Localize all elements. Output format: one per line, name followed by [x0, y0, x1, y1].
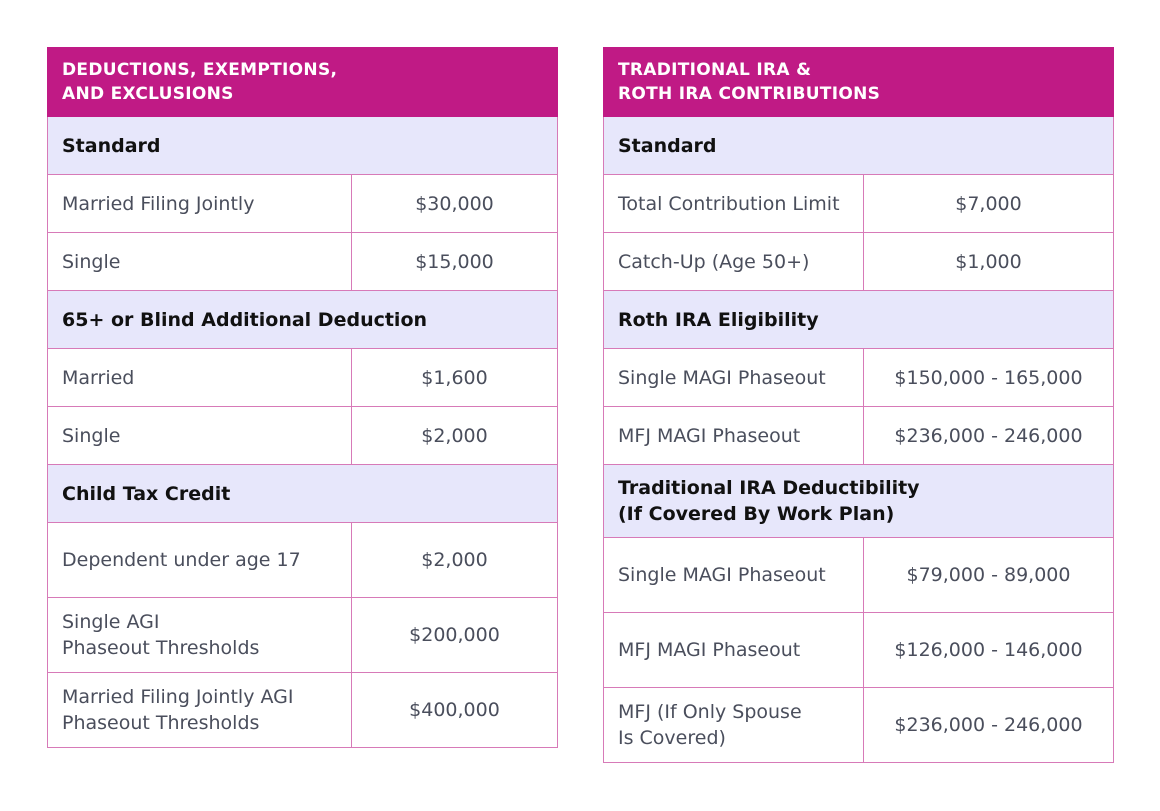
row-label: Catch-Up (Age 50+) — [603, 232, 864, 291]
table-row: Married Filing Jointly AGI Phaseout Thre… — [47, 672, 558, 748]
row-label: Dependent under age 17 — [47, 522, 352, 598]
row-label: Single MAGI Phaseout — [603, 348, 864, 407]
table-row: Single MAGI Phaseout $79,000 - 89,000 — [603, 537, 1114, 613]
table-title: TRADITIONAL IRA & ROTH IRA CONTRIBUTIONS — [603, 47, 1114, 117]
title-line: AND EXCLUSIONS — [62, 84, 234, 104]
table-row: Married Filing Jointly $30,000 — [47, 174, 558, 233]
row-value: $1,600 — [351, 348, 558, 407]
section-heading: 65+ or Blind Additional Deduction — [47, 290, 558, 349]
table-title: DEDUCTIONS, EXEMPTIONS, AND EXCLUSIONS — [47, 47, 558, 117]
table-row: Total Contribution Limit $7,000 — [603, 174, 1114, 233]
row-label: Married — [47, 348, 352, 407]
row-value: $126,000 - 146,000 — [863, 612, 1114, 688]
deductions-table: DEDUCTIONS, EXEMPTIONS, AND EXCLUSIONS St… — [47, 47, 558, 748]
row-label: Married Filing Jointly AGI Phaseout Thre… — [47, 672, 352, 748]
table-row: Single $2,000 — [47, 406, 558, 465]
row-value: $400,000 — [351, 672, 558, 748]
section-heading: Traditional IRA Deductibility (If Covere… — [603, 464, 1114, 538]
title-line: ROTH IRA CONTRIBUTIONS — [618, 84, 881, 104]
row-value: $236,000 - 246,000 — [863, 406, 1114, 465]
table-row: Dependent under age 17 $2,000 — [47, 522, 558, 598]
row-label: Single MAGI Phaseout — [603, 537, 864, 613]
row-value: $7,000 — [863, 174, 1114, 233]
section-heading: Standard — [47, 116, 558, 175]
table-row: Single $15,000 — [47, 232, 558, 291]
title-line: DEDUCTIONS, EXEMPTIONS, — [62, 60, 338, 80]
row-label: Married Filing Jointly — [47, 174, 352, 233]
row-label: Single — [47, 232, 352, 291]
section-heading: Roth IRA Eligibility — [603, 290, 1114, 349]
table-row: Single AGI Phaseout Thresholds $200,000 — [47, 597, 558, 673]
row-label: Total Contribution Limit — [603, 174, 864, 233]
row-value: $30,000 — [351, 174, 558, 233]
title-line: TRADITIONAL IRA & — [618, 60, 812, 80]
row-value: $2,000 — [351, 522, 558, 598]
row-label: Single — [47, 406, 352, 465]
row-label: Single AGI Phaseout Thresholds — [47, 597, 352, 673]
row-label: MFJ (If Only Spouse Is Covered) — [603, 687, 864, 763]
row-value: $79,000 - 89,000 — [863, 537, 1114, 613]
row-value: $2,000 — [351, 406, 558, 465]
section-heading: Child Tax Credit — [47, 464, 558, 523]
row-value: $15,000 — [351, 232, 558, 291]
table-row: MFJ MAGI Phaseout $126,000 - 146,000 — [603, 612, 1114, 688]
row-label: MFJ MAGI Phaseout — [603, 612, 864, 688]
section-heading: Standard — [603, 116, 1114, 175]
table-row: MFJ (If Only Spouse Is Covered) $236,000 … — [603, 687, 1114, 763]
table-row: Catch-Up (Age 50+) $1,000 — [603, 232, 1114, 291]
row-value: $200,000 — [351, 597, 558, 673]
row-value: $150,000 - 165,000 — [863, 348, 1114, 407]
table-row: Single MAGI Phaseout $150,000 - 165,000 — [603, 348, 1114, 407]
table-row: MFJ MAGI Phaseout $236,000 - 246,000 — [603, 406, 1114, 465]
ira-contributions-table: TRADITIONAL IRA & ROTH IRA CONTRIBUTIONS … — [603, 47, 1114, 763]
row-value: $1,000 — [863, 232, 1114, 291]
row-value: $236,000 - 246,000 — [863, 687, 1114, 763]
table-row: Married $1,600 — [47, 348, 558, 407]
row-label: MFJ MAGI Phaseout — [603, 406, 864, 465]
